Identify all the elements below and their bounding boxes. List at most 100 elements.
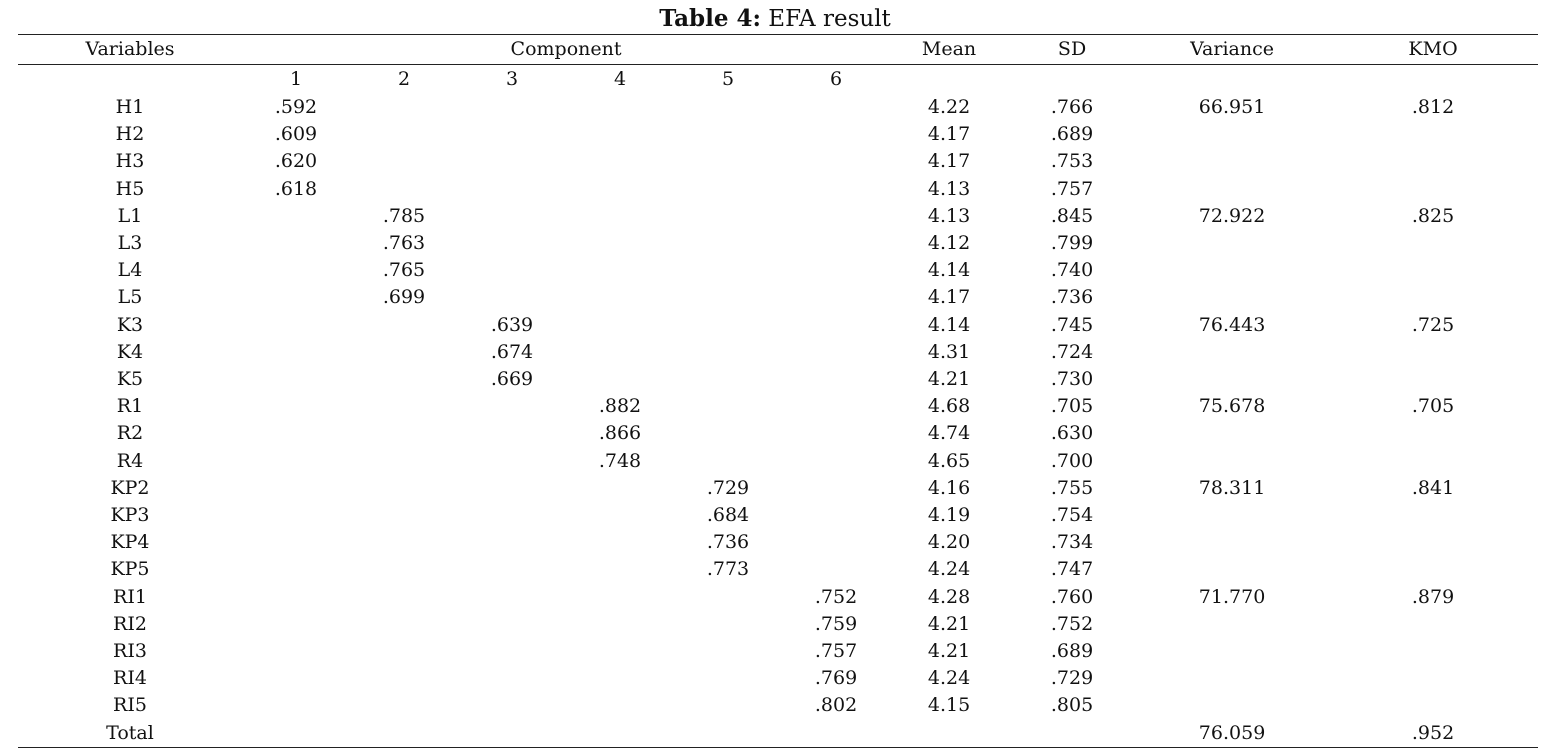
- variable-name: L4: [117, 259, 143, 282]
- variable-name: R4: [116, 449, 144, 472]
- component-loading: [350, 638, 458, 665]
- component-loading: [566, 230, 674, 257]
- component-loading: .763: [382, 232, 426, 255]
- table-header-row: Variables Component Mean SD Variance KMO: [18, 34, 1539, 65]
- mean-value: 4.14: [927, 259, 971, 282]
- component-loading: [242, 719, 350, 748]
- component-loading: [242, 529, 350, 556]
- component-loading: [242, 339, 350, 366]
- component-loading: [242, 665, 350, 692]
- component-loading: [242, 502, 350, 529]
- component-loading: [350, 312, 458, 339]
- header-sd: SD: [1008, 34, 1137, 65]
- component-loading: [458, 475, 566, 502]
- component-loading: [566, 176, 674, 203]
- sd-value: .689: [1050, 123, 1094, 146]
- component-number: 6: [829, 68, 843, 90]
- mean-value: 4.21: [927, 640, 971, 663]
- component-loading: [566, 203, 674, 230]
- component-loading: .699: [382, 286, 426, 309]
- component-loading: [566, 284, 674, 311]
- variable-name: K5: [116, 368, 144, 391]
- variance-value: [1136, 339, 1328, 366]
- component-loading: [566, 611, 674, 638]
- kmo-value: .705: [1411, 395, 1455, 418]
- table-row: KP5 .773 4.24 .747: [18, 556, 1538, 583]
- table-row: RI3 .757 4.21 .689: [18, 638, 1538, 665]
- variable-name: K3: [116, 313, 144, 336]
- kmo-value: [1328, 529, 1538, 556]
- component-loading: [242, 448, 350, 475]
- mean-value: 4.13: [927, 177, 971, 200]
- table-row: KP2 .729 4.16 .755 78.311 .841: [18, 475, 1538, 502]
- mean-value: 4.31: [927, 340, 971, 363]
- variance-value: [1136, 284, 1328, 311]
- kmo-value: [1328, 611, 1538, 638]
- component-loading: [782, 556, 890, 583]
- variable-name: RI3: [113, 640, 147, 663]
- mean-value: 4.21: [927, 368, 971, 391]
- component-loading: [674, 366, 782, 393]
- kmo-value: [1328, 176, 1538, 203]
- component-loading: .757: [814, 640, 858, 663]
- table-row: RI4 .769 4.24 .729: [18, 665, 1538, 692]
- component-loading: .802: [814, 694, 858, 717]
- component-loading: .882: [598, 395, 642, 418]
- kmo-value: [1328, 121, 1538, 148]
- variance-value: 75.678: [1198, 395, 1266, 418]
- component-loading: [242, 393, 350, 420]
- component-loading: .773: [706, 558, 750, 581]
- component-loading: [350, 121, 458, 148]
- mean-value: 4.24: [927, 667, 971, 690]
- component-loading: [350, 665, 458, 692]
- component-loading: [350, 556, 458, 583]
- kmo-value: [1328, 448, 1538, 475]
- empty-cell: [1008, 65, 1136, 95]
- component-number: 2: [397, 68, 411, 90]
- component-loading: [350, 584, 458, 611]
- sd-value: .752: [1050, 612, 1094, 635]
- component-loading: [458, 719, 566, 748]
- variance-value: [1136, 638, 1328, 665]
- component-loading: [350, 611, 458, 638]
- mean-value: 4.28: [927, 585, 971, 608]
- variance-value: [1136, 230, 1328, 257]
- component-loading: [566, 94, 674, 121]
- component-loading: [566, 121, 674, 148]
- variable-name: R2: [116, 422, 144, 445]
- kmo-value: .812: [1411, 96, 1455, 118]
- header-mean: Mean: [890, 34, 1009, 65]
- component-loading: [674, 448, 782, 475]
- variable-name: KP3: [110, 504, 150, 527]
- sd-value: .734: [1050, 531, 1094, 554]
- sd-value: .724: [1050, 340, 1094, 363]
- mean-value: 4.12: [927, 232, 971, 255]
- variance-value: [1136, 502, 1328, 529]
- component-loading: [782, 393, 890, 420]
- variance-value: [1136, 556, 1328, 583]
- component-loading: [566, 692, 674, 719]
- kmo-value: [1328, 502, 1538, 529]
- variable-name: L5: [117, 286, 143, 309]
- component-loading: .620: [274, 150, 318, 173]
- component-number: 3: [505, 68, 519, 90]
- component-loading: [242, 420, 350, 447]
- component-loading: [566, 665, 674, 692]
- empty-cell: [890, 65, 1008, 95]
- component-loading: [350, 529, 458, 556]
- component-loading: [242, 257, 350, 284]
- component-loading: [458, 203, 566, 230]
- mean-value: 4.22: [927, 96, 971, 118]
- sd-value: .745: [1050, 313, 1094, 336]
- variable-name: L3: [117, 232, 143, 255]
- component-loading: [782, 502, 890, 529]
- component-loading: [566, 529, 674, 556]
- component-loading: .684: [706, 504, 750, 527]
- kmo-value: .879: [1411, 585, 1455, 608]
- component-loading: .674: [490, 340, 534, 363]
- header-variance: Variance: [1136, 34, 1329, 65]
- efa-result-table: Variables Component Mean SD Variance KMO…: [18, 34, 1539, 748]
- component-loading: [566, 148, 674, 175]
- component-loading: [674, 420, 782, 447]
- variable-name: H1: [115, 96, 145, 118]
